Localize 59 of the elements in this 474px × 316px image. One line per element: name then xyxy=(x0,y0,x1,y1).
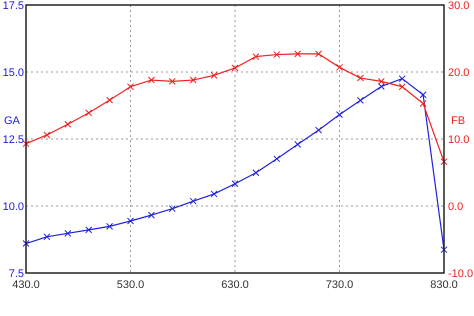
point xyxy=(106,222,114,230)
y2-tick-label: 30.0 xyxy=(448,0,470,12)
y-axis-title: GA xyxy=(4,115,21,127)
point xyxy=(43,233,50,240)
point xyxy=(252,53,260,60)
point xyxy=(168,205,176,212)
point xyxy=(22,140,30,148)
point xyxy=(336,111,343,118)
point xyxy=(210,190,218,198)
point xyxy=(420,100,427,107)
point xyxy=(356,96,364,104)
y-tick-label: 12.5 xyxy=(2,134,24,146)
point xyxy=(398,83,406,90)
point xyxy=(252,169,260,176)
y2-tick-label: 0.0 xyxy=(448,201,464,213)
y2-tick-label: 10.0 xyxy=(448,134,470,146)
point xyxy=(294,140,302,148)
point xyxy=(336,64,343,71)
point xyxy=(378,78,385,85)
point xyxy=(190,76,197,84)
point xyxy=(64,230,72,237)
x-tick-label: 630.0 xyxy=(221,279,249,291)
point xyxy=(106,96,114,104)
point xyxy=(378,82,385,90)
point xyxy=(43,131,50,138)
point xyxy=(22,240,30,248)
y2-tick-label: -10.0 xyxy=(448,268,474,280)
point xyxy=(420,91,427,98)
y2-axis-title: FB xyxy=(451,115,466,127)
y-tick-label: 17.5 xyxy=(2,0,24,12)
y-tick-label: 10.0 xyxy=(2,201,24,213)
point xyxy=(294,50,302,58)
x-tick-label: 730.0 xyxy=(326,279,354,291)
point xyxy=(85,109,92,116)
point xyxy=(273,51,280,58)
y2-tick-label: 20.0 xyxy=(448,67,470,79)
y-tick-label: 7.5 xyxy=(8,268,24,280)
point xyxy=(127,83,134,90)
point xyxy=(210,72,218,79)
x-tick-label: 430.0 xyxy=(12,279,40,291)
y-tick-label: 15.0 xyxy=(2,67,24,79)
point xyxy=(315,126,322,134)
point xyxy=(190,198,197,205)
point xyxy=(168,78,176,85)
point xyxy=(356,74,364,82)
point xyxy=(64,120,72,128)
x-tick-label: 530.0 xyxy=(116,279,144,291)
point xyxy=(148,212,155,219)
point xyxy=(127,218,134,225)
point xyxy=(85,226,92,234)
point xyxy=(440,246,448,254)
x-tick-label: 830.0 xyxy=(430,279,458,291)
point xyxy=(273,155,280,162)
point xyxy=(148,76,155,84)
point xyxy=(315,50,322,58)
point xyxy=(440,158,448,166)
point xyxy=(232,64,238,72)
point xyxy=(232,180,238,188)
point xyxy=(398,75,406,82)
